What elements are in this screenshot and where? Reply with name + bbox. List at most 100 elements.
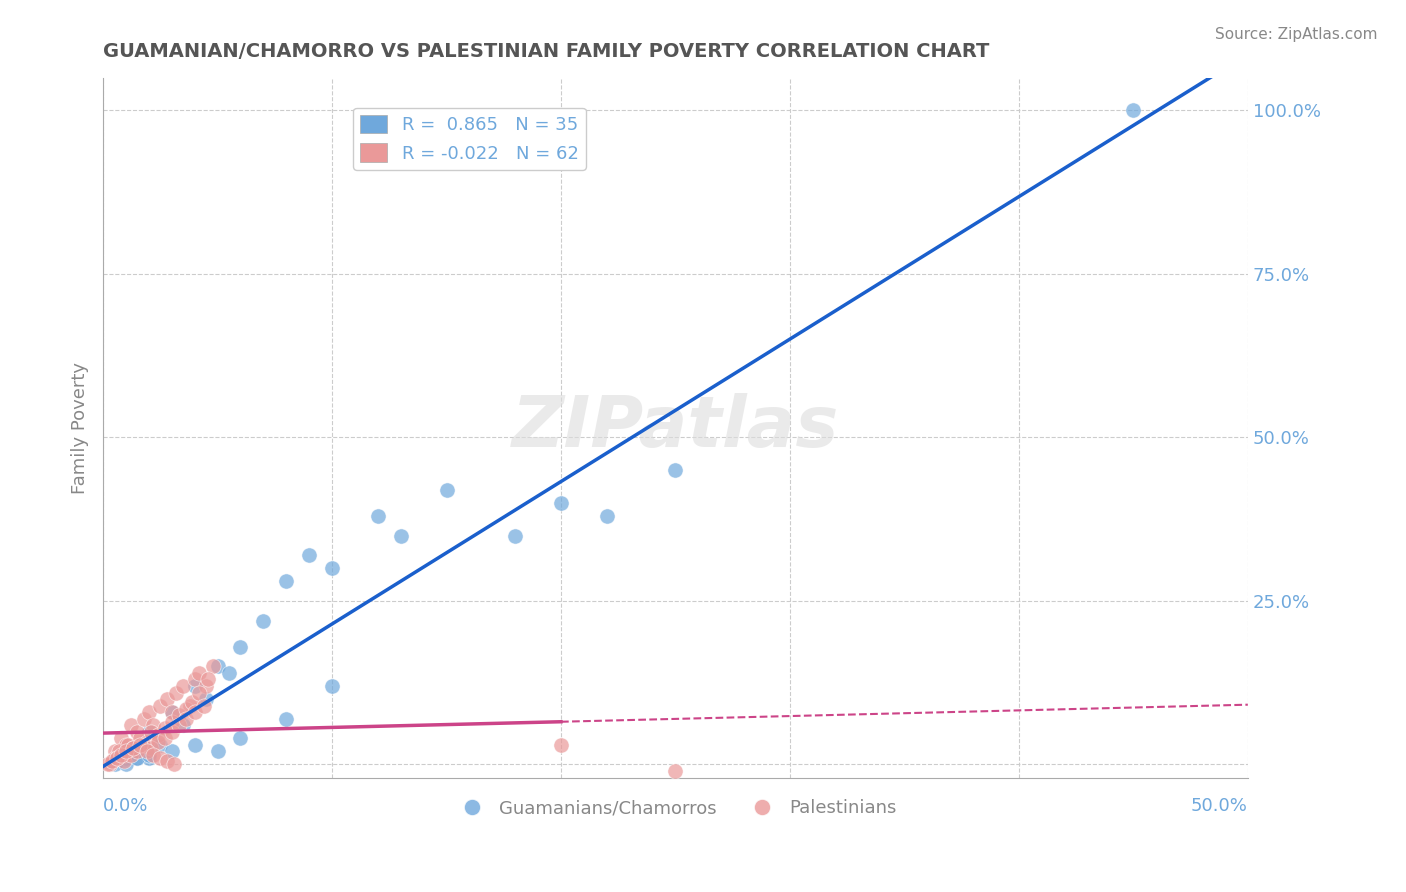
Point: [188, 685, 211, 699]
Point: [664, 463, 686, 477]
Y-axis label: Family Poverty: Family Poverty: [72, 361, 89, 493]
Point: [183, 738, 205, 752]
Point: [165, 685, 187, 699]
Point: [174, 702, 197, 716]
Point: [98, 757, 121, 772]
Point: [195, 679, 218, 693]
Point: [389, 528, 412, 542]
Point: [120, 718, 142, 732]
Point: [110, 731, 132, 746]
Point: [149, 738, 172, 752]
Point: [103, 751, 125, 765]
Point: [276, 574, 298, 589]
Point: [174, 712, 197, 726]
Point: [120, 747, 142, 762]
Point: [112, 747, 135, 762]
Point: [112, 754, 135, 768]
Point: [229, 640, 252, 654]
Point: [115, 751, 138, 765]
Point: [183, 705, 205, 719]
Legend: Guamanians/Chamorros, Palestinians: Guamanians/Chamorros, Palestinians: [447, 792, 904, 824]
Text: ZIPatlas: ZIPatlas: [512, 393, 839, 462]
Point: [160, 705, 183, 719]
Point: [105, 751, 128, 765]
Point: [141, 724, 163, 739]
Point: [115, 757, 138, 772]
Point: [146, 734, 169, 748]
Point: [367, 508, 389, 523]
Point: [436, 483, 458, 497]
Point: [252, 614, 274, 628]
Point: [149, 698, 172, 713]
Point: [188, 665, 211, 680]
Text: 0.0%: 0.0%: [103, 797, 149, 815]
Point: [183, 679, 205, 693]
Point: [193, 698, 215, 713]
Point: [115, 744, 138, 758]
Point: [138, 724, 160, 739]
Point: [122, 741, 145, 756]
Point: [110, 747, 132, 762]
Text: GUAMANIAN/CHAMORRO VS PALESTINIAN FAMILY POVERTY CORRELATION CHART: GUAMANIAN/CHAMORRO VS PALESTINIAN FAMILY…: [103, 42, 990, 61]
Point: [179, 698, 201, 713]
Point: [321, 679, 343, 693]
Point: [153, 722, 176, 736]
Point: [115, 744, 138, 758]
Point: [664, 764, 686, 778]
Point: [207, 659, 229, 673]
Point: [127, 724, 149, 739]
Point: [195, 692, 218, 706]
Point: [138, 747, 160, 762]
Point: [128, 738, 150, 752]
Point: [128, 731, 150, 746]
Point: [550, 496, 572, 510]
Point: [153, 731, 176, 746]
Point: [105, 751, 128, 765]
Point: [218, 665, 240, 680]
Point: [122, 741, 145, 756]
Point: [149, 751, 172, 765]
Point: [135, 734, 157, 748]
Point: [117, 738, 139, 752]
Point: [321, 561, 343, 575]
Point: [160, 724, 183, 739]
Point: [183, 673, 205, 687]
Point: [167, 708, 190, 723]
Point: [172, 718, 194, 732]
Point: [135, 744, 157, 758]
Point: [167, 718, 190, 732]
Point: [276, 712, 298, 726]
Point: [207, 744, 229, 758]
Point: [550, 738, 572, 752]
Point: [1122, 103, 1144, 118]
Point: [160, 705, 183, 719]
Text: 50.0%: 50.0%: [1191, 797, 1249, 815]
Point: [138, 751, 160, 765]
Point: [127, 751, 149, 765]
Point: [172, 679, 194, 693]
Point: [181, 695, 204, 709]
Point: [156, 754, 179, 768]
Point: [103, 757, 125, 772]
Text: Source: ZipAtlas.com: Source: ZipAtlas.com: [1215, 27, 1378, 42]
Point: [229, 731, 252, 746]
Point: [127, 744, 149, 758]
Point: [138, 705, 160, 719]
Point: [142, 747, 165, 762]
Point: [134, 738, 156, 752]
Point: [142, 718, 165, 732]
Point: [108, 744, 131, 758]
Point: [197, 673, 219, 687]
Point: [115, 738, 138, 752]
Point: [101, 754, 124, 768]
Point: [202, 659, 225, 673]
Point: [163, 757, 186, 772]
Point: [146, 728, 169, 742]
Point: [97, 757, 120, 772]
Point: [134, 712, 156, 726]
Point: [160, 714, 183, 729]
Point: [156, 692, 179, 706]
Point: [503, 528, 526, 542]
Point: [596, 508, 619, 523]
Point: [127, 751, 149, 765]
